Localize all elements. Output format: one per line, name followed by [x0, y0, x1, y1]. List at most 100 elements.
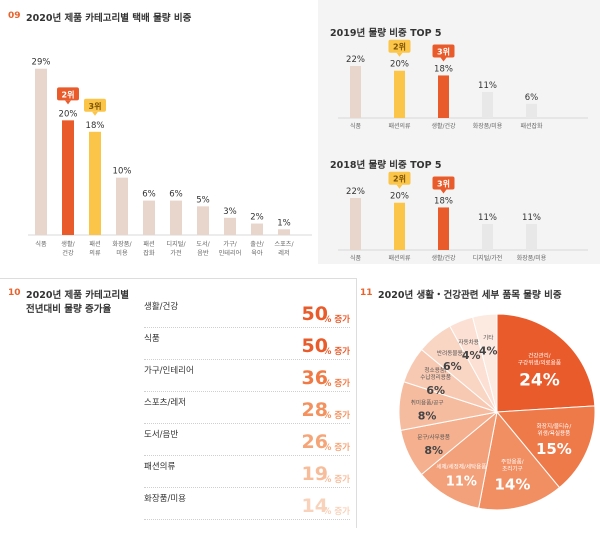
top2018-tick-label-1: 패션의류: [388, 254, 411, 262]
tick-label-6-1: 음반: [197, 249, 209, 257]
bar-2: [89, 131, 101, 235]
pie-label-4-0: 문구/사무용품: [417, 433, 450, 441]
tick-label-9-0: 스포츠/: [274, 241, 294, 248]
tick-label-8-0: 출산/: [250, 240, 264, 248]
tick-label-8-1: 육아: [251, 249, 263, 257]
pie-value-2: 14%: [494, 476, 530, 494]
section-10-title-line2: 전년대비 물량 증가율: [26, 304, 112, 315]
bar-9: [278, 229, 290, 235]
growth-category-label: 도서/음반: [144, 430, 179, 440]
data-label-9: 1%: [277, 218, 291, 228]
top2018-rank-badge-1-pointer: [396, 184, 403, 189]
growth-value: 50: [301, 303, 328, 325]
data-label-5: 6%: [169, 190, 183, 200]
top2019-rank-badge-2-pointer: [440, 57, 447, 62]
data-label-8: 2%: [250, 213, 264, 223]
top2018-rank-badge-2-pointer: [440, 189, 447, 194]
growth-unit: % 증가: [322, 315, 350, 325]
category-share-bar-chart: 29% 식품 20% 생활/건강 18% 패션의류 10% 화장품/미용 6% 패션잡화 6% 디지털…: [28, 58, 312, 257]
top2018-rank-badge-1-bg: [388, 171, 411, 185]
bar-3: [116, 177, 128, 235]
tick-label-1-1: 건강: [62, 249, 74, 257]
growth-unit: % 증가: [322, 411, 350, 421]
tick-label-3-0: 화장품/: [112, 240, 132, 248]
pie-label-6-1: 수납정리용품: [420, 373, 451, 381]
growth-unit: % 증가: [322, 507, 350, 517]
top2019-tick-label-1: 패션의류: [388, 122, 411, 130]
tick-label-0-0: 식품: [35, 240, 47, 248]
pie-value-0: 24%: [519, 370, 560, 390]
data-label-4: 6%: [142, 190, 156, 200]
top2019-bar-1: [394, 70, 405, 118]
tick-label-3-1: 미용: [116, 249, 128, 257]
row-divider: [144, 359, 350, 360]
growth-value: 50: [301, 335, 328, 357]
top2018-bar-0: [350, 198, 361, 250]
tick-label-4-0: 패션: [143, 240, 155, 248]
growth-category-label: 가구/인테리어: [144, 366, 194, 376]
top2019-rank-badge-1-text: 2위: [393, 42, 406, 52]
growth-unit: % 증가: [322, 443, 350, 453]
growth-unit: % 증가: [322, 475, 350, 485]
pie-value-5: 8%: [418, 410, 437, 423]
growth-row: 가구/인테리어 36% 증가: [144, 362, 350, 392]
pie-value-4: 8%: [424, 444, 443, 457]
pie-value-8: 4%: [462, 349, 481, 362]
growth-category-label: 패션의류: [144, 462, 176, 472]
pie-label-8-0: 자동차용품: [458, 338, 484, 346]
top2019-bar-0: [350, 66, 361, 118]
bar-5: [170, 200, 182, 235]
top2018-rank-badge-2-text: 3위: [437, 178, 450, 188]
top2019-tick-label-2: 생활/건강: [431, 122, 456, 130]
section-divider-horizontal: [0, 278, 356, 279]
top2019-data-label-2: 18%: [434, 64, 453, 74]
top2019-data-label-1: 20%: [390, 60, 409, 70]
pie-label-3-0: 세제/세정제/세탁용품: [436, 462, 486, 470]
section-10-number: 10: [8, 288, 21, 298]
pie-value-1: 15%: [536, 440, 572, 458]
growth-value: 28: [301, 399, 328, 421]
top5-2019-bar-chart: 22% 식품 20% 패션의류 18% 생활/건강 11% 화장품/미용 6% 패션잡화 2위 3위: [338, 39, 588, 130]
data-label-7: 3%: [223, 207, 237, 217]
top2018-rank-badge-1-text: 2위: [393, 174, 406, 184]
growth-category-label: 화장품/미용: [144, 494, 186, 504]
growth-value: 19: [301, 463, 328, 485]
growth-row: 패션의류 19% 증가: [144, 458, 350, 488]
top2018-tick-label-2: 생활/건강: [431, 254, 456, 262]
bar-4: [143, 200, 155, 235]
row-divider: [144, 487, 350, 488]
top2018-bar-2: [438, 207, 449, 250]
top5-panel: [318, 0, 600, 264]
top2019-tick-label-0: 식품: [350, 122, 362, 130]
pie-label-2-0: 주방용품/: [501, 458, 524, 466]
section-11-number: 11: [360, 288, 373, 298]
growth-category-label: 식품: [144, 334, 160, 344]
top2018-tick-label-4: 화장품/미용: [517, 254, 547, 262]
tick-label-7-0: 가구/: [223, 240, 237, 248]
top2019-bar-4: [526, 103, 537, 118]
growth-value: 36: [301, 367, 328, 389]
pie-label-1-1: 위생/욕실용품: [538, 429, 571, 437]
top2019-tick-label-4: 패션잡화: [520, 122, 543, 130]
section-09-number: 09: [8, 11, 21, 21]
top2019-rank-badge-1-pointer: [396, 52, 403, 57]
pie-label-6-0: 청소용품/: [424, 367, 447, 374]
pie-label-0-0: 건강관리/: [528, 351, 551, 359]
top2018-data-label-3: 11%: [478, 213, 497, 223]
data-label-2: 18%: [86, 121, 105, 131]
growth-category-label: 생활/건강: [144, 302, 179, 312]
tick-label-7-1: 인테리어: [219, 249, 242, 257]
pie-label-2-1: 조리기구: [502, 465, 523, 473]
row-divider: [144, 391, 350, 392]
pie-value-9: 4%: [479, 345, 498, 358]
pie-value-7: 6%: [443, 360, 462, 373]
tick-label-5-0: 디지털/: [166, 240, 186, 248]
tick-label-2-0: 패션: [89, 240, 101, 248]
top2019-data-label-0: 22%: [346, 55, 365, 65]
growth-category-label: 스포츠/레저: [144, 398, 186, 408]
tick-label-2-1: 의류: [89, 249, 101, 257]
row-divider: [144, 423, 350, 424]
growth-row: 식품 50% 증가: [144, 330, 350, 360]
pie-slice-0: [496, 313, 596, 413]
tick-label-4-1: 잡화: [143, 250, 155, 257]
